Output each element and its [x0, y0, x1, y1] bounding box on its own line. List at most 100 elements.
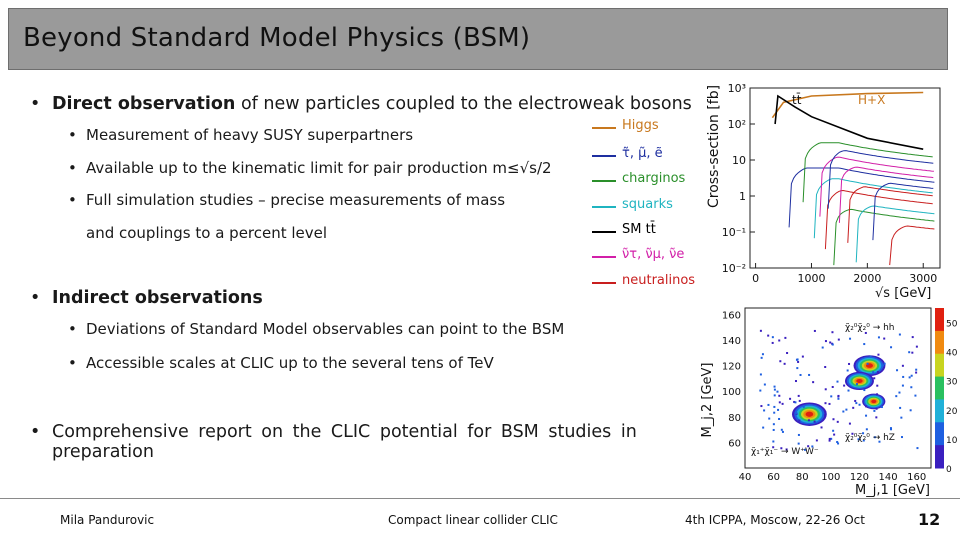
- heatmap-x-tick-label: 120: [850, 472, 869, 483]
- heatmap-cell: [773, 394, 776, 397]
- heatmap-cell: [781, 402, 784, 405]
- colorbar-tick-label: 40: [946, 349, 957, 359]
- heatmap-cell: [911, 351, 914, 354]
- heatmap-cell: [820, 426, 823, 429]
- heatmap-cell: [829, 341, 832, 344]
- heatmap-cell: [786, 352, 789, 355]
- legend-label: τ̃, μ̃, ẽ: [622, 146, 663, 161]
- heatmap-cell: [771, 336, 774, 339]
- heatmap-cell: [836, 380, 839, 383]
- colorbar-tick-label: 30: [946, 378, 957, 388]
- heatmap-x-tick-label: 40: [739, 472, 752, 483]
- heatmap-cell: [784, 336, 787, 339]
- heatmap-cell: [915, 345, 918, 348]
- heatmap-cell: [901, 364, 904, 367]
- threshold-curve: [833, 208, 935, 266]
- heatmap-cell: [889, 427, 892, 430]
- heatmap-cell: [776, 390, 779, 393]
- heatmap-y-label: M_j,2 [GeV]: [700, 363, 715, 438]
- sub-bullet-continuation: and couplings to a percent level: [86, 224, 327, 242]
- heatmap-cell: [811, 445, 814, 448]
- series-line: [771, 91, 924, 119]
- legend-swatch: [592, 282, 616, 284]
- heatmap-cell: [837, 394, 840, 397]
- colorbar: 0 10 20 30 40 50: [935, 308, 957, 475]
- heatmap-cell: [843, 384, 846, 387]
- heatmap-y-tick-label: 120: [722, 362, 741, 373]
- heatmap-cell: [824, 340, 827, 343]
- footer-right: 4th ICPPA, Moscow, 22-26 Oct: [685, 513, 865, 527]
- legend-swatch: [592, 155, 616, 157]
- heatmap-cell: [832, 418, 835, 421]
- heatmap-cell: [785, 448, 788, 451]
- heatmap-cell: [821, 346, 824, 349]
- heatmap-cell: [876, 393, 879, 396]
- bullet-report: Comprehensive report on the CLIC potenti…: [30, 422, 692, 462]
- heatmap-cell: [914, 394, 917, 397]
- heatmap-cell: [771, 341, 774, 344]
- heatmap-cell: [777, 408, 780, 411]
- colorbar-segment: [935, 445, 944, 469]
- threshold-curve: [889, 225, 935, 266]
- heatmap-cell: [849, 337, 852, 340]
- slide-title: Beyond Standard Model Physics (BSM): [23, 23, 531, 53]
- footer-divider: [0, 498, 960, 499]
- heatmap-cell: [768, 417, 771, 420]
- heatmap-cell: [797, 360, 800, 363]
- heatmap-cell: [873, 377, 876, 380]
- heatmap-cell: [802, 405, 805, 408]
- heatmap-cell: [779, 360, 782, 363]
- heatmap-cell: [896, 369, 899, 372]
- curve-group: [771, 91, 924, 150]
- sub-bullet-text: Measurement of heavy SUSY superpartners: [86, 126, 414, 144]
- colorbar-segment: [935, 353, 944, 378]
- heatmap-cell: [863, 343, 866, 346]
- heatmap-x-tick-label: 140: [879, 472, 898, 483]
- heatmap-cell: [901, 384, 904, 387]
- heatmap-cell: [873, 436, 876, 439]
- series-line: [774, 94, 924, 150]
- colorbar-tick-label: 10: [946, 436, 957, 446]
- heatmap-cell: [803, 448, 806, 451]
- bullet-report-line1: Comprehensive report on the CLIC potenti…: [52, 422, 637, 442]
- annotation-ttbar: tt̄: [792, 93, 802, 107]
- heatmap-cell: [828, 402, 831, 405]
- heatmap-cell: [808, 373, 811, 376]
- heatmap-cell: [761, 353, 764, 356]
- legend-swatch: [592, 231, 616, 233]
- y-tick-label: 10⁻¹: [722, 226, 746, 239]
- heatmap-cell: [796, 367, 799, 370]
- heatmap-cell: [911, 336, 914, 339]
- heatmap-cell: [767, 334, 770, 337]
- heatmap-cell: [882, 364, 885, 367]
- sub-bullet-accessible-scales: Accessible scales at CLIC up to the seve…: [68, 354, 494, 372]
- threshold-curve: [855, 205, 935, 263]
- heatmap-cell: [773, 388, 776, 391]
- page-number: 12: [918, 510, 941, 529]
- heatmap-cell: [778, 401, 781, 404]
- heatmap-cell: [795, 412, 798, 415]
- annotation-hz: χ̃₂⁰χ̃₂⁰ → hZ: [845, 433, 895, 443]
- annotation-ww: χ̃₁⁺χ̃₁⁻ → W⁺W⁻: [751, 447, 819, 457]
- heatmap-y-tick-label: 80: [728, 413, 741, 424]
- heatmap-x-tick-label: 60: [767, 472, 780, 483]
- x-tick-label: 0: [752, 272, 759, 285]
- heatmap-cell: [878, 440, 881, 443]
- heatmap-cell: [831, 343, 834, 346]
- heatmap-cell: [815, 439, 818, 442]
- threshold-curve: [824, 189, 933, 250]
- threshold-curve: [827, 150, 934, 209]
- heatmap-cell: [772, 428, 775, 431]
- sub-bullet-text: Accessible scales at CLIC up to the seve…: [86, 354, 494, 372]
- sub-bullet-text: Full simulation studies – precise measur…: [86, 191, 506, 209]
- heatmap-cell: [890, 428, 893, 431]
- heatmap-cell: [877, 353, 880, 356]
- heatmap-cell: [759, 389, 762, 392]
- heatmap-cell: [858, 403, 861, 406]
- threshold-curve: [838, 166, 934, 223]
- threshold-curve: [788, 167, 935, 228]
- heatmap-cell: [836, 441, 839, 444]
- heatmap-cell: [783, 362, 786, 365]
- heatmap-cell: [778, 394, 781, 397]
